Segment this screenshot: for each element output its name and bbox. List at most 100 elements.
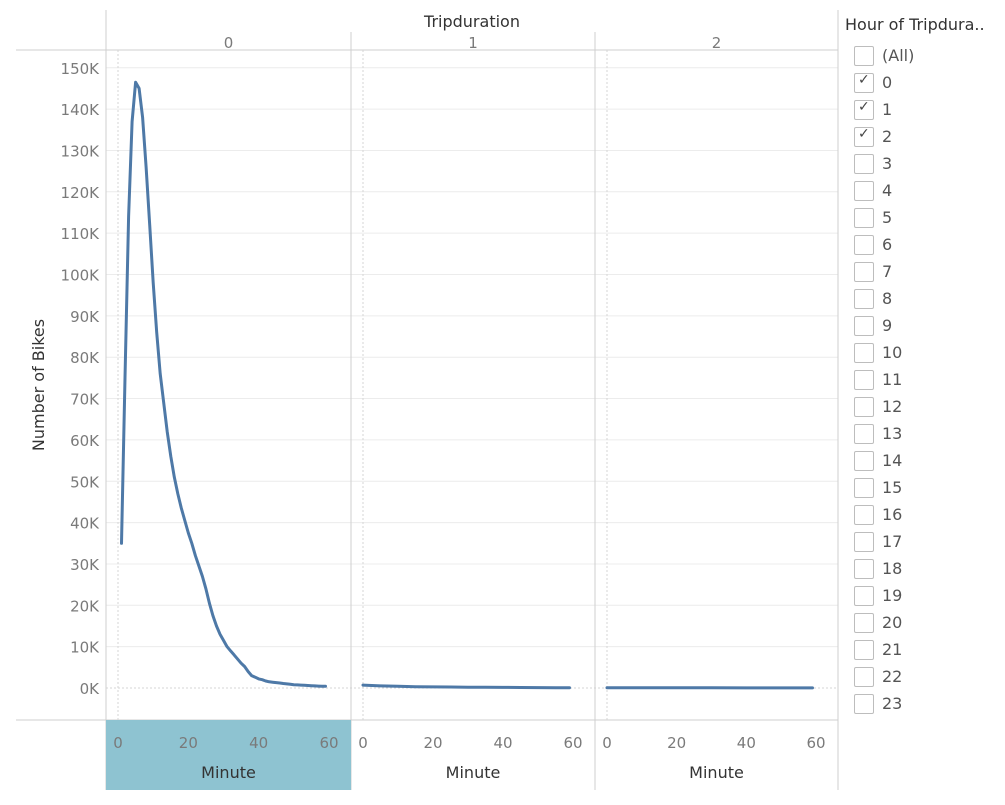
filter-item[interactable]: 7	[845, 258, 1005, 285]
y-tick-label: 60K	[70, 432, 100, 450]
filter-item[interactable]: 12	[845, 393, 1005, 420]
filter-checkbox[interactable]	[854, 261, 874, 282]
x-axis-title: Minute	[446, 763, 501, 782]
filter-item[interactable]: 8	[845, 285, 1005, 312]
filter-item[interactable]: 20	[845, 609, 1005, 636]
y-tick-label: 90K	[70, 308, 100, 326]
series-line	[361, 683, 571, 690]
filter-item-label: 11	[882, 370, 903, 389]
filter-item-label: 7	[882, 262, 893, 281]
filter-item[interactable]: 16	[845, 501, 1005, 528]
x-tick-label: 20	[423, 734, 442, 752]
filter-item-label: 2	[882, 127, 893, 146]
filter-item-label: 6	[882, 235, 893, 254]
filter-item[interactable]: 2	[845, 123, 1005, 150]
filter-item-label: 8	[882, 289, 893, 308]
x-tick-label: 40	[249, 734, 268, 752]
filter-checkbox[interactable]	[854, 693, 874, 714]
filter-checkbox[interactable]	[854, 45, 874, 66]
y-tick-label: 10K	[70, 639, 100, 657]
chart-title: Tripduration	[423, 12, 520, 31]
filter-title: Hour of Tripdura..	[845, 15, 985, 34]
filter-item-label: 0	[882, 73, 893, 92]
filter-item[interactable]: 9	[845, 312, 1005, 339]
filter-checkbox[interactable]	[854, 477, 874, 498]
filter-item[interactable]: 18	[845, 555, 1005, 582]
filter-checkbox[interactable]	[854, 450, 874, 471]
y-tick-label: 0K	[80, 680, 101, 698]
x-tick-label: 60	[806, 734, 825, 752]
filter-item[interactable]: 22	[845, 663, 1005, 690]
filter-checkbox[interactable]	[854, 180, 874, 201]
filter-checkbox[interactable]	[854, 666, 874, 687]
filter-checkbox[interactable]	[854, 234, 874, 255]
filter-checkbox[interactable]	[854, 531, 874, 552]
filter-item[interactable]: 3	[845, 150, 1005, 177]
y-tick-label: 30K	[70, 556, 100, 574]
filter-item[interactable]: 14	[845, 447, 1005, 474]
x-axis-title: Minute	[201, 763, 256, 782]
chart-frame	[16, 10, 839, 790]
filter-checkbox[interactable]	[854, 99, 874, 120]
filter-item[interactable]: 23	[845, 690, 1005, 717]
y-tick-label: 120K	[61, 184, 101, 202]
filter-item[interactable]: 4	[845, 177, 1005, 204]
x-tick-label: 0	[602, 734, 612, 752]
filter-checkbox[interactable]	[854, 612, 874, 633]
filter-checkbox[interactable]	[854, 126, 874, 147]
filter-item-label: 5	[882, 208, 893, 227]
filter-checkbox[interactable]	[854, 72, 874, 93]
filter-item-label: 1	[882, 100, 893, 119]
highlight-layer	[106, 720, 351, 790]
filter-item[interactable]: 11	[845, 366, 1005, 393]
filter-item[interactable]: 0	[845, 69, 1005, 96]
y-tick-label: 20K	[70, 597, 100, 615]
filter-item[interactable]: 10	[845, 339, 1005, 366]
filter-item[interactable]: 21	[845, 636, 1005, 663]
filter-item-label: 4	[882, 181, 893, 200]
x-tick-label: 40	[493, 734, 512, 752]
filter-item[interactable]: 5	[845, 204, 1005, 231]
filter-item-label: 15	[882, 478, 903, 497]
filter-checkbox[interactable]	[854, 207, 874, 228]
filter-item-label: 23	[882, 694, 903, 713]
filter-item[interactable]: 19	[845, 582, 1005, 609]
x-tick-label: 60	[563, 734, 582, 752]
filter-item-label: 9	[882, 316, 893, 335]
x-tick-label: 40	[737, 734, 756, 752]
filter-item[interactable]: 13	[845, 420, 1005, 447]
filter-checkbox[interactable]	[854, 315, 874, 336]
filter-item[interactable]: 1	[845, 96, 1005, 123]
x-axis-title: Minute	[689, 763, 744, 782]
y-tick-label: 80K	[70, 349, 100, 367]
filter-checkbox[interactable]	[854, 369, 874, 390]
y-tick-label: 40K	[70, 515, 100, 533]
filter-item-label: (All)	[882, 46, 915, 65]
filter-checkbox[interactable]	[854, 585, 874, 606]
x-tick-label: 0	[113, 734, 123, 752]
filter-item-label: 20	[882, 613, 903, 632]
x-tick-label: 60	[319, 734, 338, 752]
filter-checkbox[interactable]	[854, 153, 874, 174]
filter-item-label: 22	[882, 667, 903, 686]
filter-checkbox[interactable]	[854, 423, 874, 444]
text-layer: Tripduration Number of Bikes	[29, 12, 520, 451]
x-axis-highlight	[106, 720, 351, 790]
series-line	[120, 80, 327, 688]
x-tick-label: 0	[358, 734, 368, 752]
filter-checkbox[interactable]	[854, 396, 874, 417]
filter-checkbox[interactable]	[854, 504, 874, 525]
filter-checkbox[interactable]	[854, 342, 874, 363]
filter-item[interactable]: (All)	[845, 42, 1005, 69]
filter-checkbox[interactable]	[854, 639, 874, 660]
filter-checkbox[interactable]	[854, 558, 874, 579]
filter-checkbox[interactable]	[854, 288, 874, 309]
panel-header-1: 1	[468, 34, 478, 52]
filter-item-label: 21	[882, 640, 903, 659]
filter-item[interactable]: 15	[845, 474, 1005, 501]
filter-item[interactable]: 17	[845, 528, 1005, 555]
filter-item[interactable]: 6	[845, 231, 1005, 258]
panel-header-2: 2	[712, 34, 722, 52]
x-tick-label: 20	[179, 734, 198, 752]
